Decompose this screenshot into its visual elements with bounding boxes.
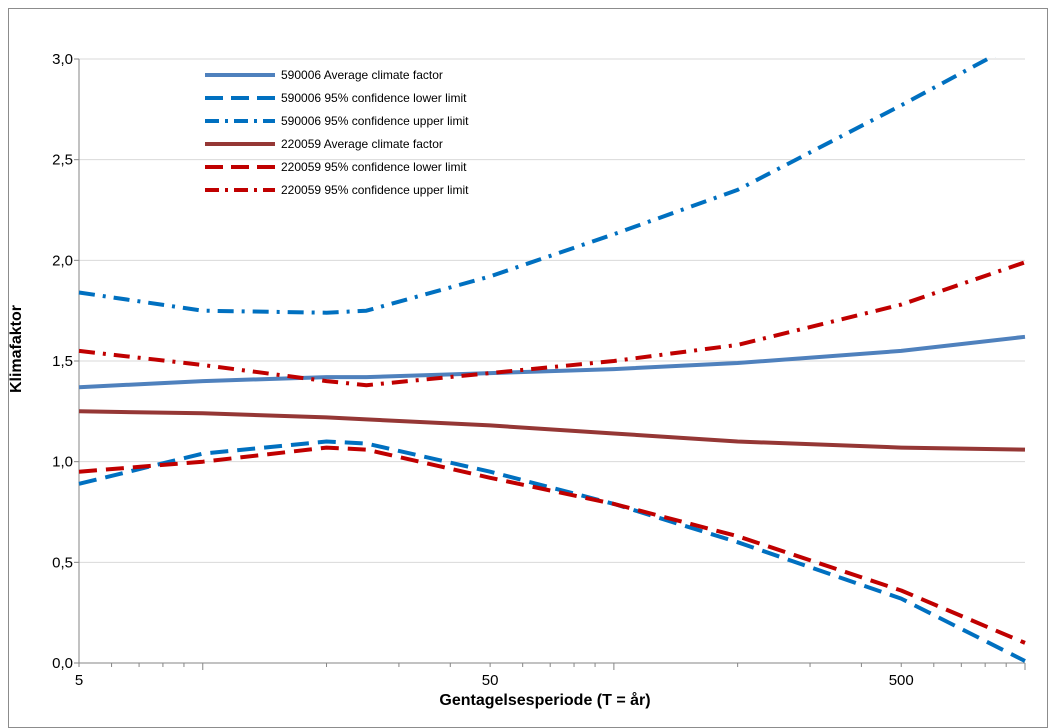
legend-label: 220059 95% confidence lower limit: [281, 160, 467, 174]
series-line-4: [78, 409, 1026, 452]
series-line-6: [78, 260, 1026, 388]
y-tick-label: 1,5: [52, 353, 73, 370]
series-line-1: [78, 334, 1026, 390]
y-tick-label: 0,5: [52, 554, 73, 571]
y-tick-label: 1,0: [52, 454, 73, 471]
y-tick-label: 2,5: [52, 152, 73, 169]
y-tick-label: 2,0: [52, 252, 73, 269]
y-tick-label: 0,0: [52, 655, 73, 672]
series-line-5: [78, 445, 1026, 645]
series-line-2: [78, 439, 1026, 663]
gridlines: [79, 58, 1025, 563]
line-chart: 0,0 0,5 1,0 1,5 2,0 2,5 3,0 5 50 500 590006 Avera…: [9, 51, 1026, 709]
y-axis-title: Klimafaktor: [9, 305, 25, 393]
chart-frame: 0,0 0,5 1,0 1,5 2,0 2,5 3,0 5 50 500 590006 Avera…: [8, 8, 1048, 728]
legend-label: 590006 95% confidence lower limit: [281, 91, 467, 105]
series-line-3: [78, 57, 996, 315]
x-tick-label: 5: [75, 672, 83, 689]
legend-label: 220059 95% confidence upper limit: [281, 183, 469, 197]
legend-label: 220059 Average climate factor: [281, 137, 443, 151]
x-axis-title: Gentagelsesperiode (T = år): [439, 691, 650, 709]
legend-label: 590006 95% confidence upper limit: [281, 114, 469, 128]
x-tick-label: 500: [889, 672, 914, 689]
y-tick-label: 3,0: [52, 51, 73, 68]
axes: 0,0 0,5 1,0 1,5 2,0 2,5 3,0 5 50 500: [52, 51, 1026, 689]
x-tick-label: 50: [482, 672, 499, 689]
series-lines: [78, 57, 1026, 663]
legend-label: 590006 Average climate factor: [281, 68, 443, 82]
legend: 590006 Average climate factor 590006 95% …: [205, 68, 469, 197]
